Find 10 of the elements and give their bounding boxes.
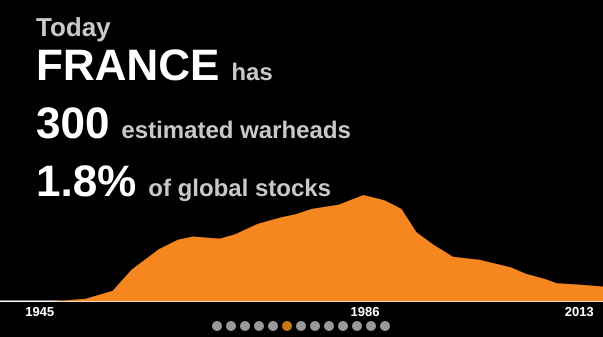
annotation: 1.8% — [36, 157, 136, 206]
chart-title: Today — [36, 12, 112, 42]
text: has — [231, 59, 273, 86]
x-tick-label: 1945 — [25, 304, 54, 319]
x-tick-label: 2013 — [564, 304, 594, 319]
text: FRANCE — [36, 41, 220, 90]
x-tick-label: 1986 — [350, 304, 380, 319]
text: 300 — [36, 99, 110, 148]
text: estimated warheads — [121, 117, 351, 144]
annotation: of global stocks — [148, 175, 331, 202]
